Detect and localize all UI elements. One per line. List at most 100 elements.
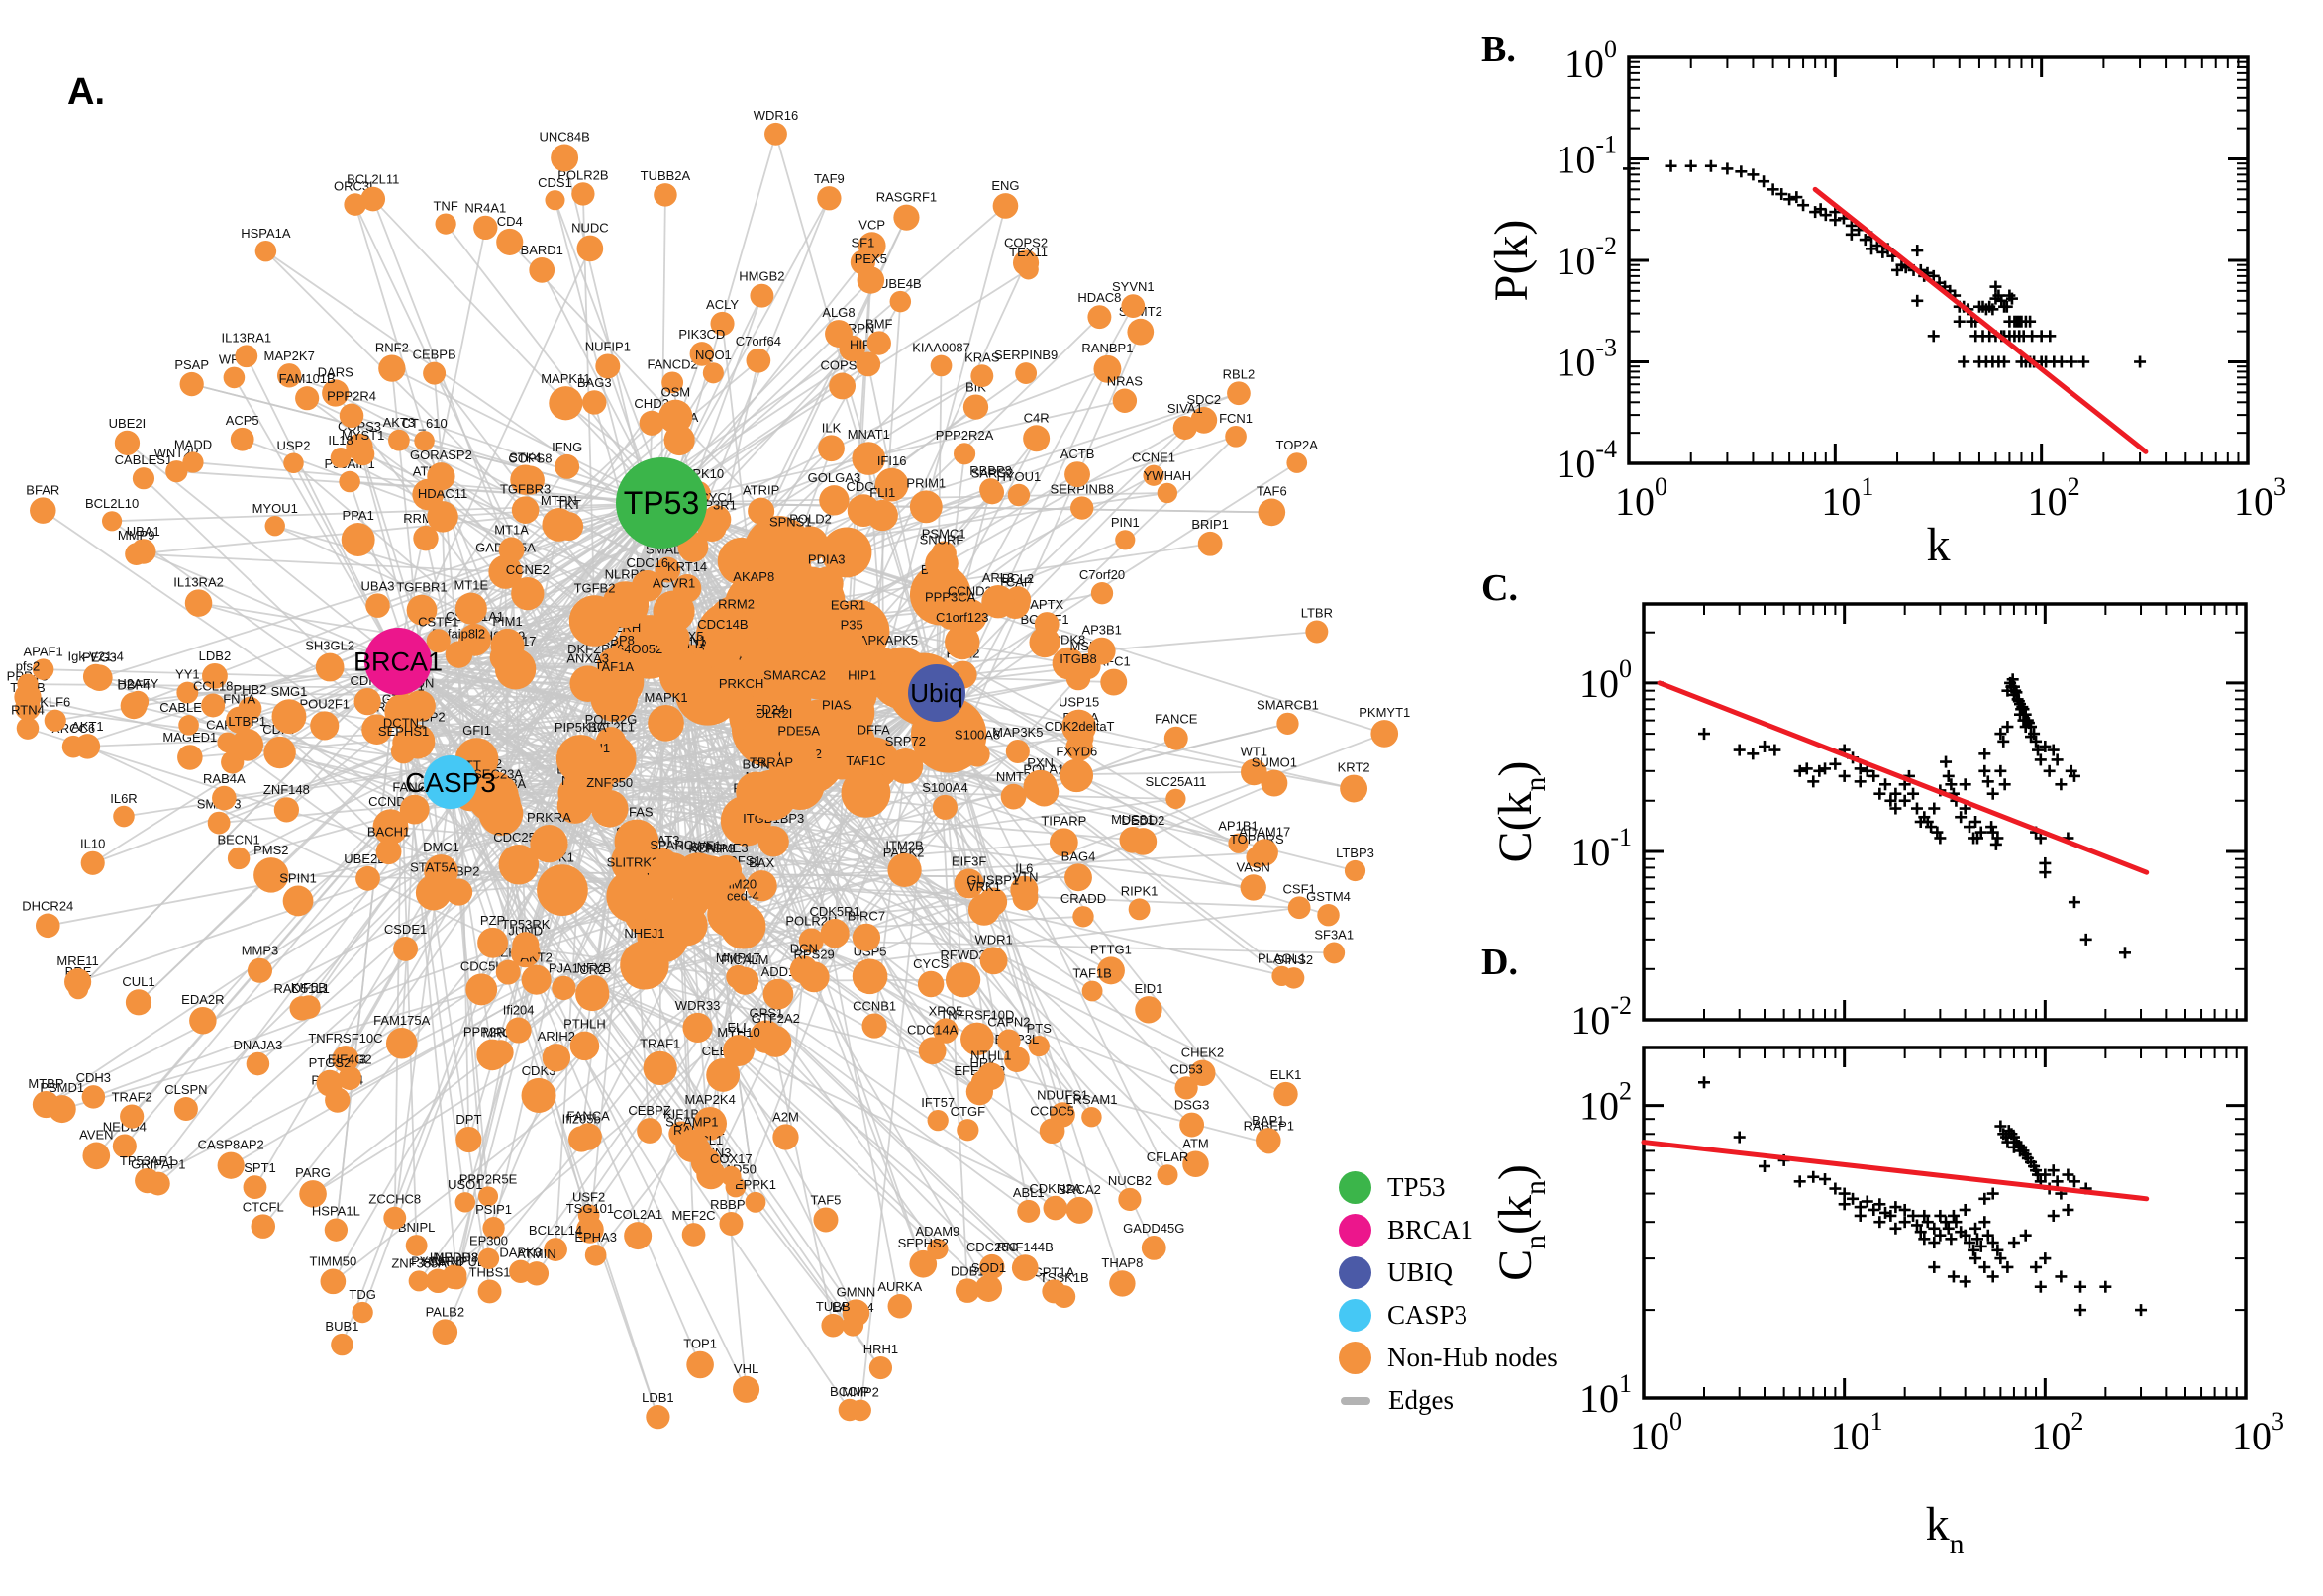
gene-node bbox=[227, 847, 251, 870]
gene-node bbox=[473, 215, 498, 241]
gene-node-label: STK4 bbox=[509, 450, 542, 465]
gene-node bbox=[551, 144, 579, 172]
gene-node-label: DCTN1 bbox=[383, 716, 426, 731]
gene-node bbox=[223, 366, 246, 389]
gene-node-label: CD53 bbox=[1169, 1061, 1202, 1076]
axis-label: Cn(kn) bbox=[1489, 1164, 1552, 1281]
gene-node bbox=[1049, 828, 1078, 857]
gene-node bbox=[1023, 769, 1058, 805]
gene-node-label: UBA3 bbox=[361, 578, 395, 593]
gene-node bbox=[1023, 425, 1051, 452]
gene-node bbox=[177, 745, 203, 770]
network-legend: TP53 BRCA1 UBIQ CASP3 Non-Hub nodes Edge… bbox=[1339, 1166, 1558, 1422]
gene-node-label: HRH1 bbox=[863, 1342, 898, 1356]
gene-node-label: CFLAR bbox=[1147, 1149, 1189, 1164]
legend-item-casp3: CASP3 bbox=[1339, 1294, 1558, 1337]
gene-node bbox=[590, 789, 629, 828]
gene-node bbox=[1340, 774, 1368, 803]
gene-node bbox=[127, 690, 150, 713]
gene-node-label: HUWE1 bbox=[675, 838, 722, 852]
gene-node-label: CHEK2 bbox=[1181, 1046, 1224, 1060]
axis-label: kn bbox=[1926, 1498, 1965, 1560]
hub-node-brca1 bbox=[364, 628, 432, 695]
tick-label: 10-1 bbox=[1570, 823, 1632, 874]
gene-node-label: TUBB bbox=[816, 1299, 851, 1314]
gene-node-label: POLR2G bbox=[585, 712, 638, 727]
gene-node-label: TOP2A bbox=[1276, 438, 1319, 452]
gene-node-label: A2M bbox=[772, 1109, 799, 1124]
gene-node bbox=[415, 874, 452, 911]
gene-node bbox=[682, 1012, 713, 1044]
gene-node bbox=[1064, 461, 1090, 488]
gene-node bbox=[606, 869, 659, 923]
gene-node-label: EID1 bbox=[1134, 981, 1162, 996]
gene-node bbox=[316, 1069, 344, 1097]
gene-node bbox=[64, 968, 92, 996]
gene-node-label: USP15 bbox=[1059, 695, 1099, 710]
gene-node bbox=[569, 1031, 600, 1061]
gene-node-label: HDAC11 bbox=[418, 486, 467, 501]
gene-node-label: TIPARP bbox=[1041, 813, 1086, 828]
gene-node-label: NTHL1 bbox=[970, 1047, 1011, 1062]
gene-node bbox=[271, 699, 307, 735]
gene-node bbox=[637, 1118, 662, 1144]
fit-line bbox=[1657, 680, 2150, 875]
gene-node-label: LDB1 bbox=[642, 1390, 674, 1405]
gene-node-label: CDC5L bbox=[460, 958, 503, 973]
gene-node bbox=[1065, 665, 1091, 691]
gene-node bbox=[866, 331, 891, 355]
gene-node bbox=[530, 825, 568, 863]
gene-node-label: CDC16 bbox=[626, 555, 668, 570]
gene-node bbox=[454, 1192, 476, 1213]
gene-node-label: LTBP3 bbox=[1336, 846, 1374, 860]
gene-node-label: KIAA0087 bbox=[912, 341, 970, 355]
panel-d-label: D. bbox=[1481, 942, 1518, 983]
gene-node-label: FANCD2 bbox=[647, 356, 697, 371]
gene-node bbox=[338, 1066, 362, 1091]
gene-node bbox=[967, 893, 1000, 926]
gene-node bbox=[820, 919, 850, 948]
gene-node-label: RBBP7 bbox=[710, 1197, 753, 1212]
gene-node-label: BECN1 bbox=[217, 833, 259, 848]
gene-node-label: RIPK1 bbox=[1121, 883, 1159, 898]
gene-node bbox=[917, 970, 945, 998]
gene-node-label: CDS1 bbox=[538, 175, 572, 190]
gene-node-label: FXYD6 bbox=[1056, 745, 1097, 759]
gene-node-label: AP3B1 bbox=[1081, 623, 1121, 638]
gene-node-label: ABL1 bbox=[1013, 1185, 1045, 1200]
gene-node-label: MYH10 bbox=[717, 1025, 759, 1040]
edge-swatch-icon bbox=[1341, 1396, 1370, 1405]
gene-node bbox=[427, 501, 458, 533]
gene-node-label: UNC84B bbox=[539, 130, 589, 145]
gene-node bbox=[132, 467, 155, 490]
gene-node bbox=[938, 604, 963, 630]
gene-node bbox=[861, 1013, 887, 1039]
gene-node bbox=[1251, 839, 1278, 866]
gene-node-label: RABEP1 bbox=[1244, 1119, 1294, 1134]
gene-node-label: PDE5A bbox=[777, 723, 820, 738]
gene-node-label: IL13RA1 bbox=[222, 330, 272, 345]
gene-node bbox=[1005, 739, 1030, 764]
tick-label: 10-2 bbox=[1570, 991, 1632, 1040]
gene-node bbox=[455, 1126, 482, 1153]
fit-line bbox=[1641, 1140, 2150, 1202]
gene-node-label: PSAP bbox=[174, 357, 209, 372]
gene-node bbox=[976, 1062, 1005, 1090]
gene-node-label: PPP2R5E bbox=[459, 1171, 518, 1186]
gene-node-label: RPS29 bbox=[794, 947, 835, 961]
gene-node-label: USF2 bbox=[572, 1189, 605, 1204]
axis-label: P(k) bbox=[1485, 220, 1538, 302]
gene-node bbox=[686, 1350, 714, 1379]
protein-network-graph: MNDAIfi205bPOLR2BZNF24USF2BCCIPCCNB1CDK3… bbox=[7, 108, 1410, 1430]
gene-node-label: PICALM bbox=[721, 952, 768, 967]
gene-node-label: NUDC bbox=[571, 221, 609, 236]
gene-node bbox=[868, 1355, 893, 1380]
gene-node bbox=[979, 947, 1008, 975]
gene-node bbox=[868, 647, 898, 677]
gene-node bbox=[231, 729, 264, 761]
gene-node-label: ZCCHC8 bbox=[368, 1192, 421, 1207]
gene-node bbox=[874, 467, 909, 502]
gene-node bbox=[487, 1040, 514, 1066]
gene-node-label: ANXA3 bbox=[566, 650, 609, 665]
